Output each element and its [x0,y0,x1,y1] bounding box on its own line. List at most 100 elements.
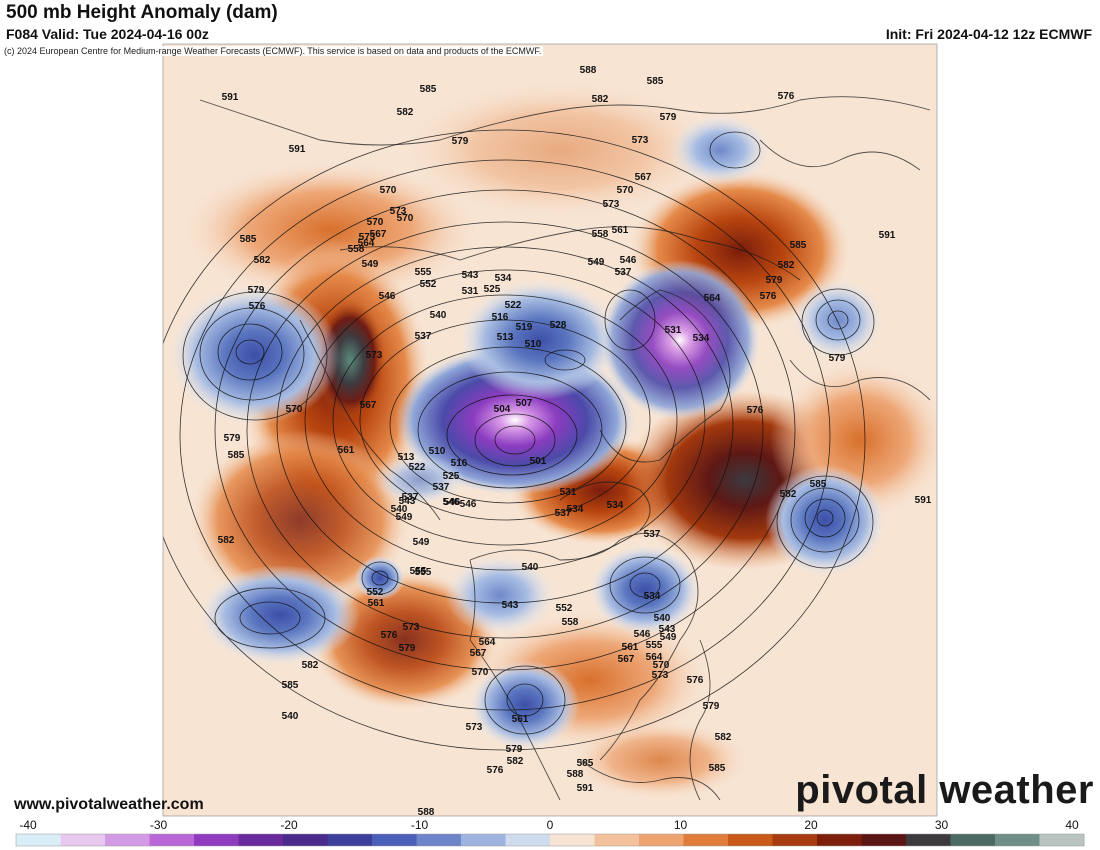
contour-label: 519 [516,322,533,333]
contour-label: 567 [635,172,652,183]
contour-label: 585 [240,234,257,245]
colorbar-swatch [639,834,684,846]
colorbar-tick-label: -40 [19,818,37,832]
contour-label: 582 [780,489,797,500]
contour-label: 525 [443,471,460,482]
contour-label: 555 [415,567,432,578]
valid-time: F084 Valid: Tue 2024-04-16 00z [6,26,209,42]
contour-label: 543 [659,624,676,635]
site-url[interactable]: www.pivotalweather.com [14,796,204,813]
contour-label: 582 [218,535,235,546]
cold-anomaly-west-coast [375,455,465,505]
contour-label: 546 [379,291,396,302]
contour-label: 573 [390,206,407,217]
colorbar-swatch [372,834,417,846]
contour-label: 582 [254,255,271,266]
contour-label: 570 [380,185,397,196]
contour-label: 585 [420,84,437,95]
contour-label: 561 [612,225,629,236]
contour-label: 576 [487,765,504,776]
contour-label: 516 [492,312,509,323]
contour-label: 588 [567,769,584,780]
contour-label: 591 [915,495,932,506]
contour-label: 540 [654,613,671,624]
contour-label: 513 [398,452,415,463]
map-frame [162,43,938,817]
contour-label: 567 [470,648,487,659]
contour-label: 552 [556,603,573,614]
contour-label: 573 [403,622,420,633]
colorbar-tick-label: 20 [804,818,818,832]
contour-label: 531 [462,286,479,297]
contour-label: 573 [366,350,383,361]
cold-anomaly-atlantic-low [765,465,885,575]
contour-label: 564 [479,637,496,648]
colorbar-swatch [283,834,328,846]
contour-label: 537 [615,267,632,278]
colorbar-swatch [906,834,951,846]
contour-label: 579 [399,643,416,654]
contour-label: 546 [634,629,651,640]
contour-label: 537 [555,508,572,519]
colorbar-swatch [950,834,996,846]
contour-label: 576 [778,91,795,102]
warm-anomaly-sw [190,430,410,610]
cold-anomaly-greenland [600,260,760,420]
cold-anomaly-siberia [670,115,770,185]
contour-label: 537 [402,492,419,503]
contour-label: 588 [580,65,597,76]
contour-label: 579 [829,353,846,364]
cold-anomaly-ne-low [793,280,883,360]
contour-label: 579 [224,433,241,444]
colorbar-swatch [594,834,640,846]
contour-label: 522 [505,300,522,311]
contour-label: 570 [653,660,670,671]
contour-label: 582 [715,732,732,743]
contour-label: 567 [618,654,635,665]
contour-label: 564 [704,293,721,304]
contour-label: 576 [249,301,266,312]
contour-label: 534 [495,273,512,284]
contour-label: 579 [506,744,523,755]
colorbar-swatch [149,834,195,846]
contour-label: 549 [396,512,413,523]
contour-label: 543 [462,270,479,281]
contour-label: 567 [370,229,387,240]
contour-label: 576 [747,405,764,416]
colorbar-swatch [772,834,818,846]
init-time: Init: Fri 2024-04-12 12z ECMWF [885,26,1092,42]
contour-label: 555 [646,640,663,651]
colorbar-swatch [728,834,773,846]
contour-label: 591 [289,144,306,155]
colorbar-swatch [238,834,284,846]
contour-label: 546 [443,497,460,508]
contour-label: 504 [494,404,511,415]
colorbar-tick-label: -10 [410,818,429,832]
contour-label: 543 [399,496,416,507]
colorbar-swatch [461,834,506,846]
contour-label: 507 [516,398,533,409]
contour-label: 549 [588,257,605,268]
contour-label: 570 [397,213,414,224]
contour-label: 567 [360,400,377,411]
contour-label: 558 [592,229,609,240]
cold-anomaly-north-central [460,280,620,400]
contour-label: 582 [778,260,795,271]
colorbar-swatch [683,834,729,846]
contour-label: 534 [644,591,661,602]
colorbar-swatch [105,834,150,846]
contour-label: 570 [286,404,303,415]
contour-label: 558 [348,244,365,255]
contour-label: 540 [391,504,408,515]
contour-label: 558 [562,617,579,628]
copyright-notice: (c) 2024 European Centre for Medium-rang… [2,46,544,56]
contour-label: 510 [429,446,446,457]
contour-label: 546 [620,255,637,266]
contour-label: 582 [507,756,524,767]
brand-logo: pivotal weather [795,768,1094,812]
contour-label: 552 [367,587,384,598]
contour-label: 582 [592,94,609,105]
contour-label: 585 [709,763,726,774]
